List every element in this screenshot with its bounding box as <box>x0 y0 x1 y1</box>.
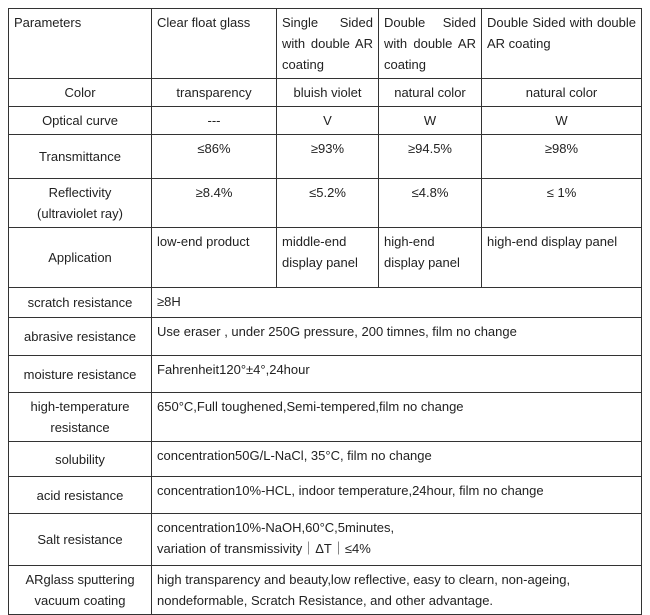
cell: ≤ 1% <box>481 178 642 228</box>
cell: W <box>378 106 482 135</box>
header-cell: Double Sided with double AR coating <box>378 8 482 79</box>
cell: 650°C,Full toughened,Semi-tempered,film … <box>151 392 642 442</box>
table-row: abrasive resistance Use eraser , under 25… <box>8 317 642 356</box>
row-label: Optical curve <box>8 106 152 135</box>
table-row: ARglass sputtering vacuum coating high tr… <box>8 565 642 615</box>
row-label: abrasive resistance <box>8 317 152 356</box>
row-label: scratch resistance <box>8 287 152 318</box>
cell: ≤5.2% <box>276 178 379 228</box>
table-row: solubility concentration50G/L-NaCl, 35°C,… <box>8 441 642 477</box>
cell: concentration10%-HCL, indoor temperature… <box>151 476 642 514</box>
row-label: Application <box>8 227 152 288</box>
cell: Fahrenheit120°±4°,24hour <box>151 355 642 393</box>
cell: W <box>481 106 642 135</box>
row-label: solubility <box>8 441 152 477</box>
table-row: Salt resistance concentration10%-NaOH,60°… <box>8 513 642 566</box>
table-row: moisture resistance Fahrenheit120°±4°,24h… <box>8 355 642 393</box>
cell: bluish violet <box>276 78 379 107</box>
cell: ≥8H <box>151 287 642 318</box>
cell: high-end display panel <box>481 227 642 288</box>
cell: ≥94.5% <box>378 134 482 179</box>
cell: ≥93% <box>276 134 379 179</box>
row-label: acid resistance <box>8 476 152 514</box>
row-label: ARglass sputtering vacuum coating <box>8 565 152 615</box>
cell: low-end product <box>151 227 277 288</box>
cell: --- <box>151 106 277 135</box>
header-cell: Single Sided with double AR coating <box>276 8 379 79</box>
row-label: Transmittance <box>8 134 152 179</box>
cell: Use eraser , under 250G pressure, 200 ti… <box>151 317 642 356</box>
row-label: Reflectivity (ultraviolet ray) <box>8 178 152 228</box>
cell: transparency <box>151 78 277 107</box>
cell: ≥8.4% <box>151 178 277 228</box>
cell: ≥98% <box>481 134 642 179</box>
cell: ≤4.8% <box>378 178 482 228</box>
row-label: moisture resistance <box>8 355 152 393</box>
table-body: Parameters Clear float glass Single Sided … <box>8 8 642 615</box>
cell: natural color <box>378 78 482 107</box>
cell: concentration10%-NaOH,60°C,5minutes, var… <box>151 513 642 566</box>
cell: V <box>276 106 379 135</box>
row-label: high-temperature resistance <box>8 392 152 442</box>
header-cell: Clear float glass <box>151 8 277 79</box>
row-label: Color <box>8 78 152 107</box>
spec-table: Parameters Clear float glass Single Sided … <box>8 8 642 615</box>
cell: concentration50G/L-NaCl, 35°C, film no c… <box>151 441 642 477</box>
cell: natural color <box>481 78 642 107</box>
page: Parameters Clear float glass Single Sided … <box>8 8 642 615</box>
row-label: Salt resistance <box>8 513 152 566</box>
table-row: Transmittance ≤86% ≥93% ≥94.5% ≥98% <box>8 134 642 179</box>
table-row: Application low-end product middle-end dis… <box>8 227 642 288</box>
table-row: acid resistance concentration10%-HCL, ind… <box>8 476 642 514</box>
cell: middle-end display panel <box>276 227 379 288</box>
table-row: Color transparency bluish violet natural co… <box>8 78 642 107</box>
header-cell: Double Sided with double AR coating <box>481 8 642 79</box>
cell: high-end display panel <box>378 227 482 288</box>
table-row: Optical curve --- V W W <box>8 106 642 135</box>
cell: high transparency and beauty,low reflect… <box>151 565 642 615</box>
cell: ≤86% <box>151 134 277 179</box>
header-cell: Parameters <box>8 8 152 79</box>
table-row: scratch resistance ≥8H <box>8 287 642 318</box>
table-row: high-temperature resistance 650°C,Full to… <box>8 392 642 442</box>
header-row: Parameters Clear float glass Single Sided … <box>8 8 642 79</box>
table-row: Reflectivity (ultraviolet ray) ≥8.4% ≤5.2%… <box>8 178 642 228</box>
